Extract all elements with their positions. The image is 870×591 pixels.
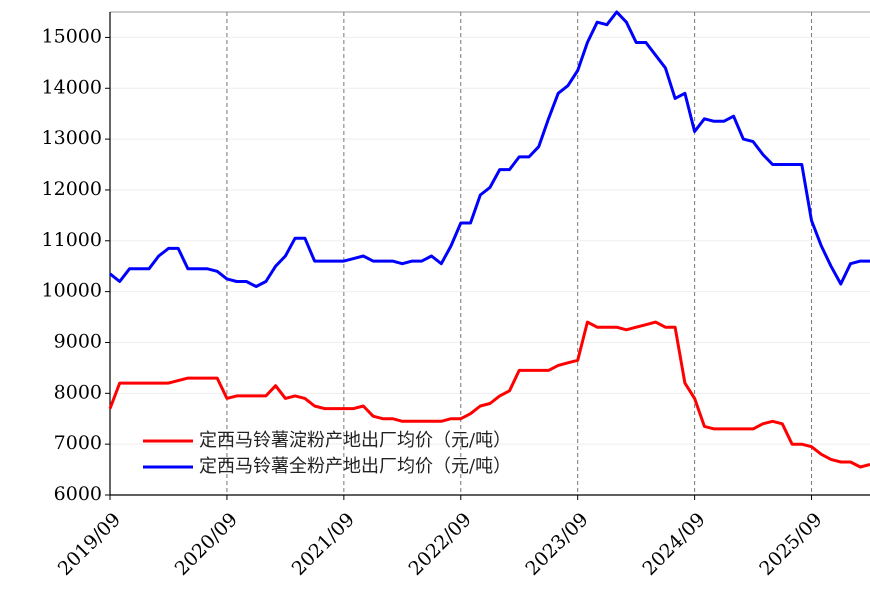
x-tick-label: 2023/09 [521, 509, 592, 580]
data-line [108, 320, 870, 469]
y-tick-label: 15000 [42, 25, 102, 47]
y-tick-label: 9000 [54, 330, 102, 352]
x-tick-label: 2025/09 [755, 509, 826, 580]
legend-label: 定西马铃薯全粉产地出厂均价（元/吨） [199, 456, 511, 477]
data-line [109, 10, 870, 288]
y-tick-label: 10000 [42, 280, 102, 302]
x-tick-label: 2021/09 [288, 509, 359, 580]
y-tick-label: 7000 [54, 432, 102, 454]
y-tick-label: 14000 [42, 76, 102, 98]
y-tick-label: 8000 [54, 381, 102, 403]
y-tick-label: 12000 [42, 178, 102, 200]
y-tick-label: 6000 [54, 483, 102, 505]
legend-label: 定西马铃薯淀粉产地出厂均价（元/吨） [199, 430, 511, 451]
x-tick-label: 2022/09 [404, 509, 475, 580]
x-tick-label: 2024/09 [638, 509, 709, 580]
x-tick-label: 2020/09 [171, 509, 242, 580]
x-tick-label: 2019/09 [54, 509, 125, 580]
y-tick-label: 13000 [42, 127, 102, 149]
y-tick-label: 11000 [42, 229, 102, 251]
